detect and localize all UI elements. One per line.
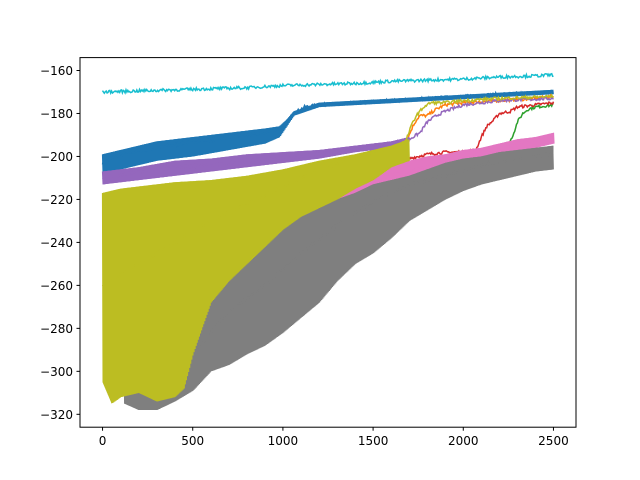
series-5 — [101, 96, 554, 185]
x-tick-label: 500 — [181, 434, 204, 448]
x-tick-label: 1500 — [358, 434, 389, 448]
y-tick-label: −180 — [40, 107, 73, 121]
series-1 — [101, 89, 554, 174]
series-8-line — [101, 93, 554, 288]
series-7-line — [137, 151, 554, 384]
y-tick-label: −160 — [40, 64, 73, 78]
y-tick-label: −320 — [40, 408, 73, 422]
series-1-line — [101, 89, 554, 165]
x-tick-label: 0 — [99, 434, 107, 448]
y-tick-label: −300 — [40, 365, 73, 379]
y-axis: −320 −300 −280 −260 −240 −220 −200 −180 −160 — [40, 64, 80, 422]
series-8 — [101, 93, 554, 404]
x-axis: 0 500 1000 1500 2000 2500 — [99, 427, 569, 448]
series-9 — [101, 72, 554, 96]
x-tick-label: 2500 — [538, 434, 569, 448]
y-tick-label: −200 — [40, 150, 73, 164]
x-tick-label: 1000 — [268, 434, 299, 448]
series-7-fill — [124, 145, 554, 410]
plot-area — [101, 72, 555, 411]
series-8-fill — [102, 139, 410, 404]
y-tick-label: −220 — [40, 193, 73, 207]
y-tick-label: −280 — [40, 322, 73, 336]
x-tick-label: 2000 — [448, 434, 479, 448]
series-2-line — [390, 93, 555, 147]
series-5-line — [102, 96, 554, 181]
y-tick-label: −260 — [40, 279, 73, 293]
series-9-line — [101, 72, 554, 96]
series-2 — [390, 93, 555, 147]
y-tick-label: −240 — [40, 236, 73, 250]
